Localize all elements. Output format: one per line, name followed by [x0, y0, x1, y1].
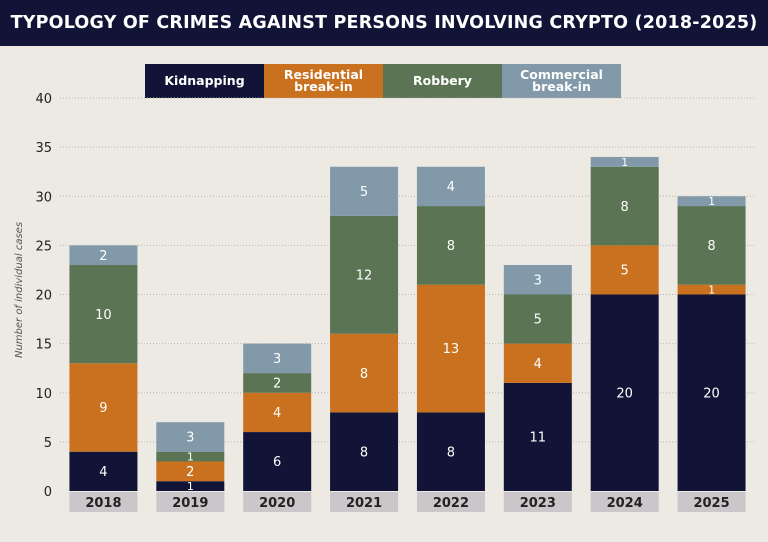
x-tick-label: 2021	[346, 496, 382, 511]
data-label: 5	[360, 185, 368, 200]
data-label: 20	[616, 386, 633, 401]
y-tick-label: 40	[35, 92, 52, 107]
x-label-box	[69, 492, 138, 512]
data-label: 12	[356, 269, 373, 284]
legend-item-commercial-break-in: Commercial break-in	[502, 64, 621, 98]
y-tick-label: 0	[44, 485, 52, 500]
x-tick-label: 2019	[172, 496, 208, 511]
bar-2021-robbery	[330, 215, 399, 334]
data-label: 3	[273, 352, 281, 367]
y-tick-label: 20	[35, 289, 52, 304]
x-tick-label: 2020	[259, 496, 295, 511]
data-label: 5	[621, 264, 629, 279]
data-label: 8	[360, 367, 368, 382]
data-label: 10	[95, 308, 112, 323]
bar-2019-residential-break-in	[156, 461, 225, 482]
x-label-box	[156, 492, 225, 512]
x-tick-label: 2025	[693, 496, 729, 511]
bar-2025-commercial-break-in	[677, 196, 746, 207]
bar-2022-kidnapping	[416, 412, 485, 491]
x-label-box	[590, 492, 659, 512]
bar-2023-robbery	[503, 294, 572, 344]
bar-2023-kidnapping	[503, 382, 572, 491]
bar-2025-robbery	[677, 206, 746, 285]
legend-item-robbery: Robbery	[383, 64, 502, 98]
data-label: 8	[707, 239, 715, 254]
bar-2019-robbery	[156, 451, 225, 462]
data-label: 2	[186, 465, 194, 480]
bar-2023-commercial-break-in	[503, 265, 572, 295]
y-tick-label: 15	[35, 338, 52, 353]
data-label: 3	[186, 431, 194, 446]
chart-title: TYPOLOGY OF CRIMES AGAINST PERSONS INVOL…	[10, 13, 758, 33]
bar-2024-kidnapping	[590, 294, 659, 491]
data-label: 13	[443, 342, 460, 357]
bar-2018-residential-break-in	[69, 363, 138, 452]
y-tick-label: 25	[35, 239, 52, 254]
data-label: 1	[187, 480, 194, 493]
bar-2024-robbery	[590, 166, 659, 246]
bar-2020-robbery	[243, 373, 312, 393]
data-label: 4	[273, 406, 281, 421]
data-label: 8	[360, 445, 368, 460]
bar-2020-commercial-break-in	[243, 343, 312, 374]
x-label-box	[243, 492, 312, 512]
y-tick-label: 35	[35, 141, 52, 156]
data-label: 8	[447, 239, 455, 254]
y-tick-label: 10	[35, 387, 52, 402]
bar-2022-commercial-break-in	[416, 166, 485, 207]
x-label-box	[503, 492, 572, 512]
data-label: 2	[99, 249, 107, 264]
data-label: 5	[534, 313, 542, 328]
y-tick-label: 30	[35, 190, 52, 205]
data-label: 11	[530, 431, 547, 446]
bar-2020-kidnapping	[243, 432, 312, 491]
bar-2019-kidnapping	[156, 481, 225, 491]
data-label: 2	[273, 377, 281, 392]
data-label: 4	[447, 180, 455, 195]
x-label-box	[416, 492, 485, 512]
data-label: 1	[708, 284, 715, 297]
bar-2018-commercial-break-in	[69, 245, 138, 266]
bar-2023-residential-break-in	[503, 343, 572, 383]
bar-2022-robbery	[416, 206, 485, 285]
data-label: 1	[621, 156, 628, 169]
data-label: 4	[534, 357, 542, 372]
x-label-box	[677, 492, 746, 512]
y-tick-label: 5	[44, 436, 52, 451]
bar-2021-commercial-break-in	[330, 166, 399, 216]
legend-item-kidnapping: Kidnapping	[145, 64, 264, 98]
data-label: 8	[621, 200, 629, 215]
bar-2022-residential-break-in	[416, 284, 485, 413]
header-bar	[0, 0, 768, 46]
data-label: 9	[99, 401, 107, 416]
bar-2021-kidnapping	[330, 412, 399, 491]
x-label-box	[330, 492, 399, 512]
x-tick-label: 2022	[433, 496, 469, 511]
data-label: 1	[187, 451, 194, 464]
legend: Kidnapping Residential break-in Robbery …	[145, 64, 621, 98]
bar-2018-robbery	[69, 265, 138, 364]
bar-2024-commercial-break-in	[590, 156, 659, 167]
y-axis-label: Number of individual cases	[14, 222, 25, 358]
bar-2025-residential-break-in	[677, 284, 746, 295]
x-tick-label: 2023	[520, 496, 556, 511]
data-label: 8	[447, 445, 455, 460]
data-label: 6	[273, 455, 281, 470]
data-label: 3	[534, 273, 542, 288]
bar-2025-kidnapping	[677, 294, 746, 491]
x-tick-label: 2024	[607, 496, 643, 511]
bar-2019-commercial-break-in	[156, 422, 225, 452]
data-label: 20	[703, 386, 720, 401]
legend-item-residential-break-in: Residential break-in	[264, 64, 383, 98]
data-label: 1	[708, 195, 715, 208]
bar-2018-kidnapping	[69, 451, 138, 491]
data-label: 4	[99, 465, 107, 480]
bar-2021-residential-break-in	[330, 333, 399, 413]
bar-2024-residential-break-in	[590, 245, 659, 295]
bar-2020-residential-break-in	[243, 392, 312, 433]
x-tick-label: 2018	[85, 496, 121, 511]
